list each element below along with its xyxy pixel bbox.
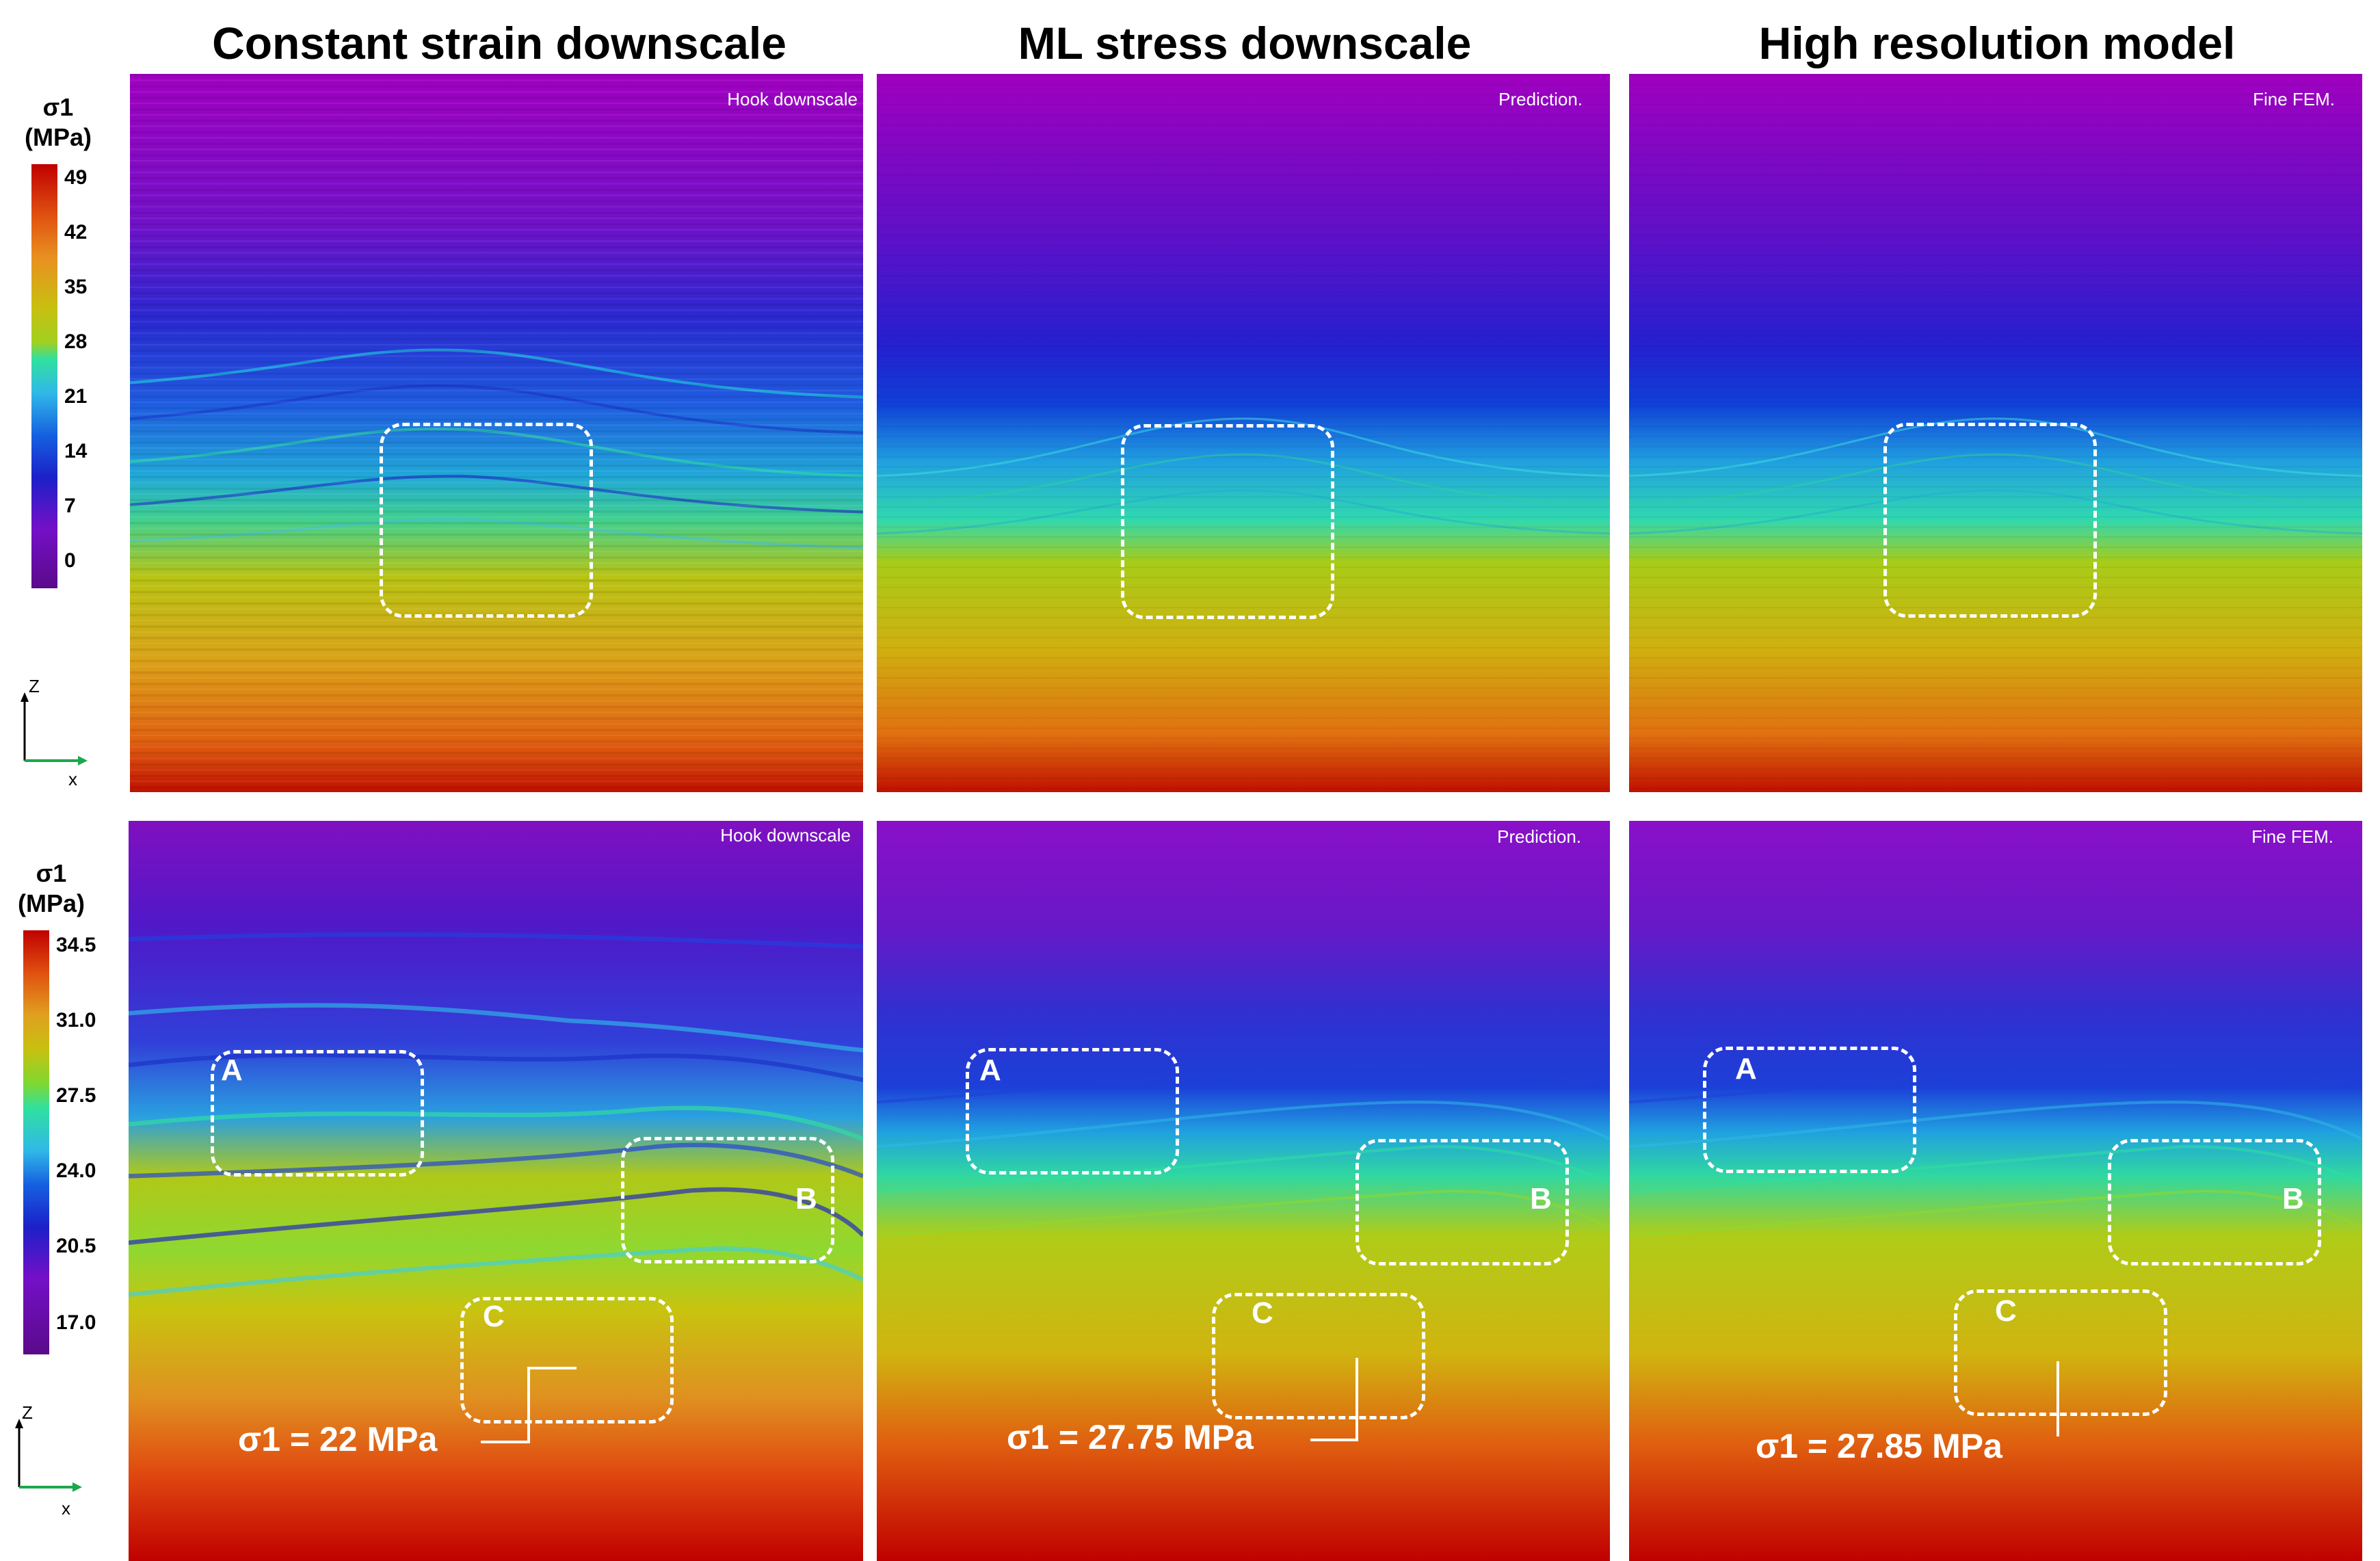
zone-label-b: B (2282, 1182, 2304, 1216)
panel-tag: Fine FEM. (2253, 89, 2335, 109)
zone-box-c (1954, 1289, 2167, 1416)
callout-leader (527, 1367, 530, 1442)
stress-panel-high-res-top: Fine FEM. (1629, 74, 2362, 792)
zone-box-a (1703, 1047, 1916, 1173)
stress-panel-constant-strain-bottom: Hook downscale A B C σ1 = 22 MPa (129, 821, 863, 1561)
stress-field-image (877, 74, 1610, 792)
colorbar-tick: 0 (64, 549, 76, 572)
colorbar-title-unit: (MPa) (18, 889, 85, 917)
zone-label-a: A (979, 1053, 1001, 1087)
stress-field-image (129, 821, 863, 1561)
highlight-box (380, 423, 593, 618)
colorbar-title-top: σ1 (MPa) (14, 92, 103, 153)
zone-label-c: C (1252, 1296, 1273, 1330)
callout-leader (1310, 1439, 1358, 1441)
callout-leader (1356, 1358, 1358, 1440)
colorbar-title-symbol: σ1 (36, 859, 67, 887)
zone-box-c (1212, 1293, 1425, 1419)
callout-leader (2057, 1361, 2059, 1437)
colorbar-title-bottom: σ1 (MPa) (7, 858, 96, 919)
colorbar-tick: 20.5 (56, 1235, 96, 1257)
panel-tag: Hook downscale (720, 825, 851, 845)
colorbar-tick: 17.0 (56, 1311, 96, 1334)
colorbar-tick: 24.0 (56, 1159, 96, 1182)
axis-x-label: x (68, 769, 77, 789)
colorbar-tick: 28 (64, 330, 88, 353)
axis-z-label: Z (29, 676, 40, 696)
colorbar-tick: 14 (64, 440, 88, 462)
zone-label-c: C (483, 1300, 505, 1333)
panel-tag: Hook downscale (727, 89, 858, 109)
callout-leader (529, 1367, 577, 1369)
axis-indicator-top (21, 692, 88, 765)
stress-panel-ml-bottom: Prediction. A B C σ1 = 27.75 MPa (877, 821, 1610, 1561)
sigma-callout: σ1 = 27.85 MPa (1756, 1427, 2002, 1465)
zone-box-a (966, 1048, 1179, 1175)
sigma-callout: σ1 = 27.75 MPa (1007, 1418, 1254, 1456)
zone-label-c: C (1995, 1294, 2017, 1328)
sigma-callout: σ1 = 22 MPa (238, 1420, 438, 1458)
zone-label-b: B (795, 1182, 817, 1216)
colorbar-tick: 49 (64, 166, 88, 189)
axis-indicator-bottom (15, 1419, 82, 1492)
highlight-box (1883, 423, 2097, 618)
stress-panel-constant-strain-top: Hook downscale (130, 74, 863, 792)
zone-box-a (211, 1050, 424, 1177)
colorbar-title-unit: (MPa) (25, 123, 92, 151)
colorbar-tick: 21 (64, 385, 88, 408)
colorbar-top (31, 164, 57, 588)
colorbar-title-symbol: σ1 (42, 93, 74, 121)
axis-x-label: x (62, 1498, 70, 1519)
colorbar-tick: 34.5 (56, 934, 96, 956)
zone-box-b (1356, 1139, 1569, 1265)
highlight-box (1121, 424, 1334, 619)
zone-box-b (2108, 1139, 2321, 1265)
colorbar-tick: 42 (64, 221, 88, 244)
colorbar-tick: 7 (64, 495, 76, 517)
colorbar-bottom (23, 930, 49, 1354)
zone-label-a: A (1735, 1052, 1757, 1086)
stress-panel-high-res-bottom: Fine FEM. A B C σ1 = 27.85 MPa (1629, 821, 2362, 1561)
colorbar-tick: 27.5 (56, 1084, 96, 1107)
stress-panel-ml-top: Prediction. (877, 74, 1610, 792)
panel-tag: Prediction. (1497, 826, 1581, 847)
panel-tag: Prediction. (1498, 89, 1583, 109)
stress-field-image (877, 821, 1610, 1561)
zone-label-b: B (1530, 1182, 1552, 1216)
stress-field-image (1629, 821, 2362, 1561)
colorbar-tick: 35 (64, 276, 88, 298)
column-title-ml-stress: ML stress downscale (1018, 18, 1472, 68)
stress-field-image (1629, 74, 2362, 792)
colorbar-tick: 31.0 (56, 1009, 96, 1032)
zone-box-b (621, 1137, 834, 1263)
axis-z-label: Z (22, 1402, 33, 1423)
callout-leader (481, 1441, 530, 1443)
panel-tag: Fine FEM. (2251, 826, 2333, 847)
stress-field-image (130, 74, 863, 792)
column-title-high-resolution: High resolution model (1758, 18, 2236, 68)
zone-label-a: A (221, 1053, 243, 1087)
column-title-constant-strain: Constant strain downscale (212, 18, 786, 68)
zone-box-c (460, 1297, 674, 1424)
